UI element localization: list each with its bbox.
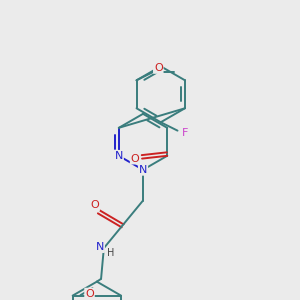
Text: O: O — [90, 200, 99, 210]
Text: O: O — [85, 289, 94, 298]
Text: O: O — [131, 154, 140, 164]
Text: O: O — [154, 63, 163, 73]
Text: N: N — [139, 165, 147, 175]
Text: F: F — [182, 128, 189, 138]
Text: N: N — [96, 242, 104, 252]
Text: H: H — [107, 248, 115, 258]
Text: N: N — [115, 151, 123, 161]
